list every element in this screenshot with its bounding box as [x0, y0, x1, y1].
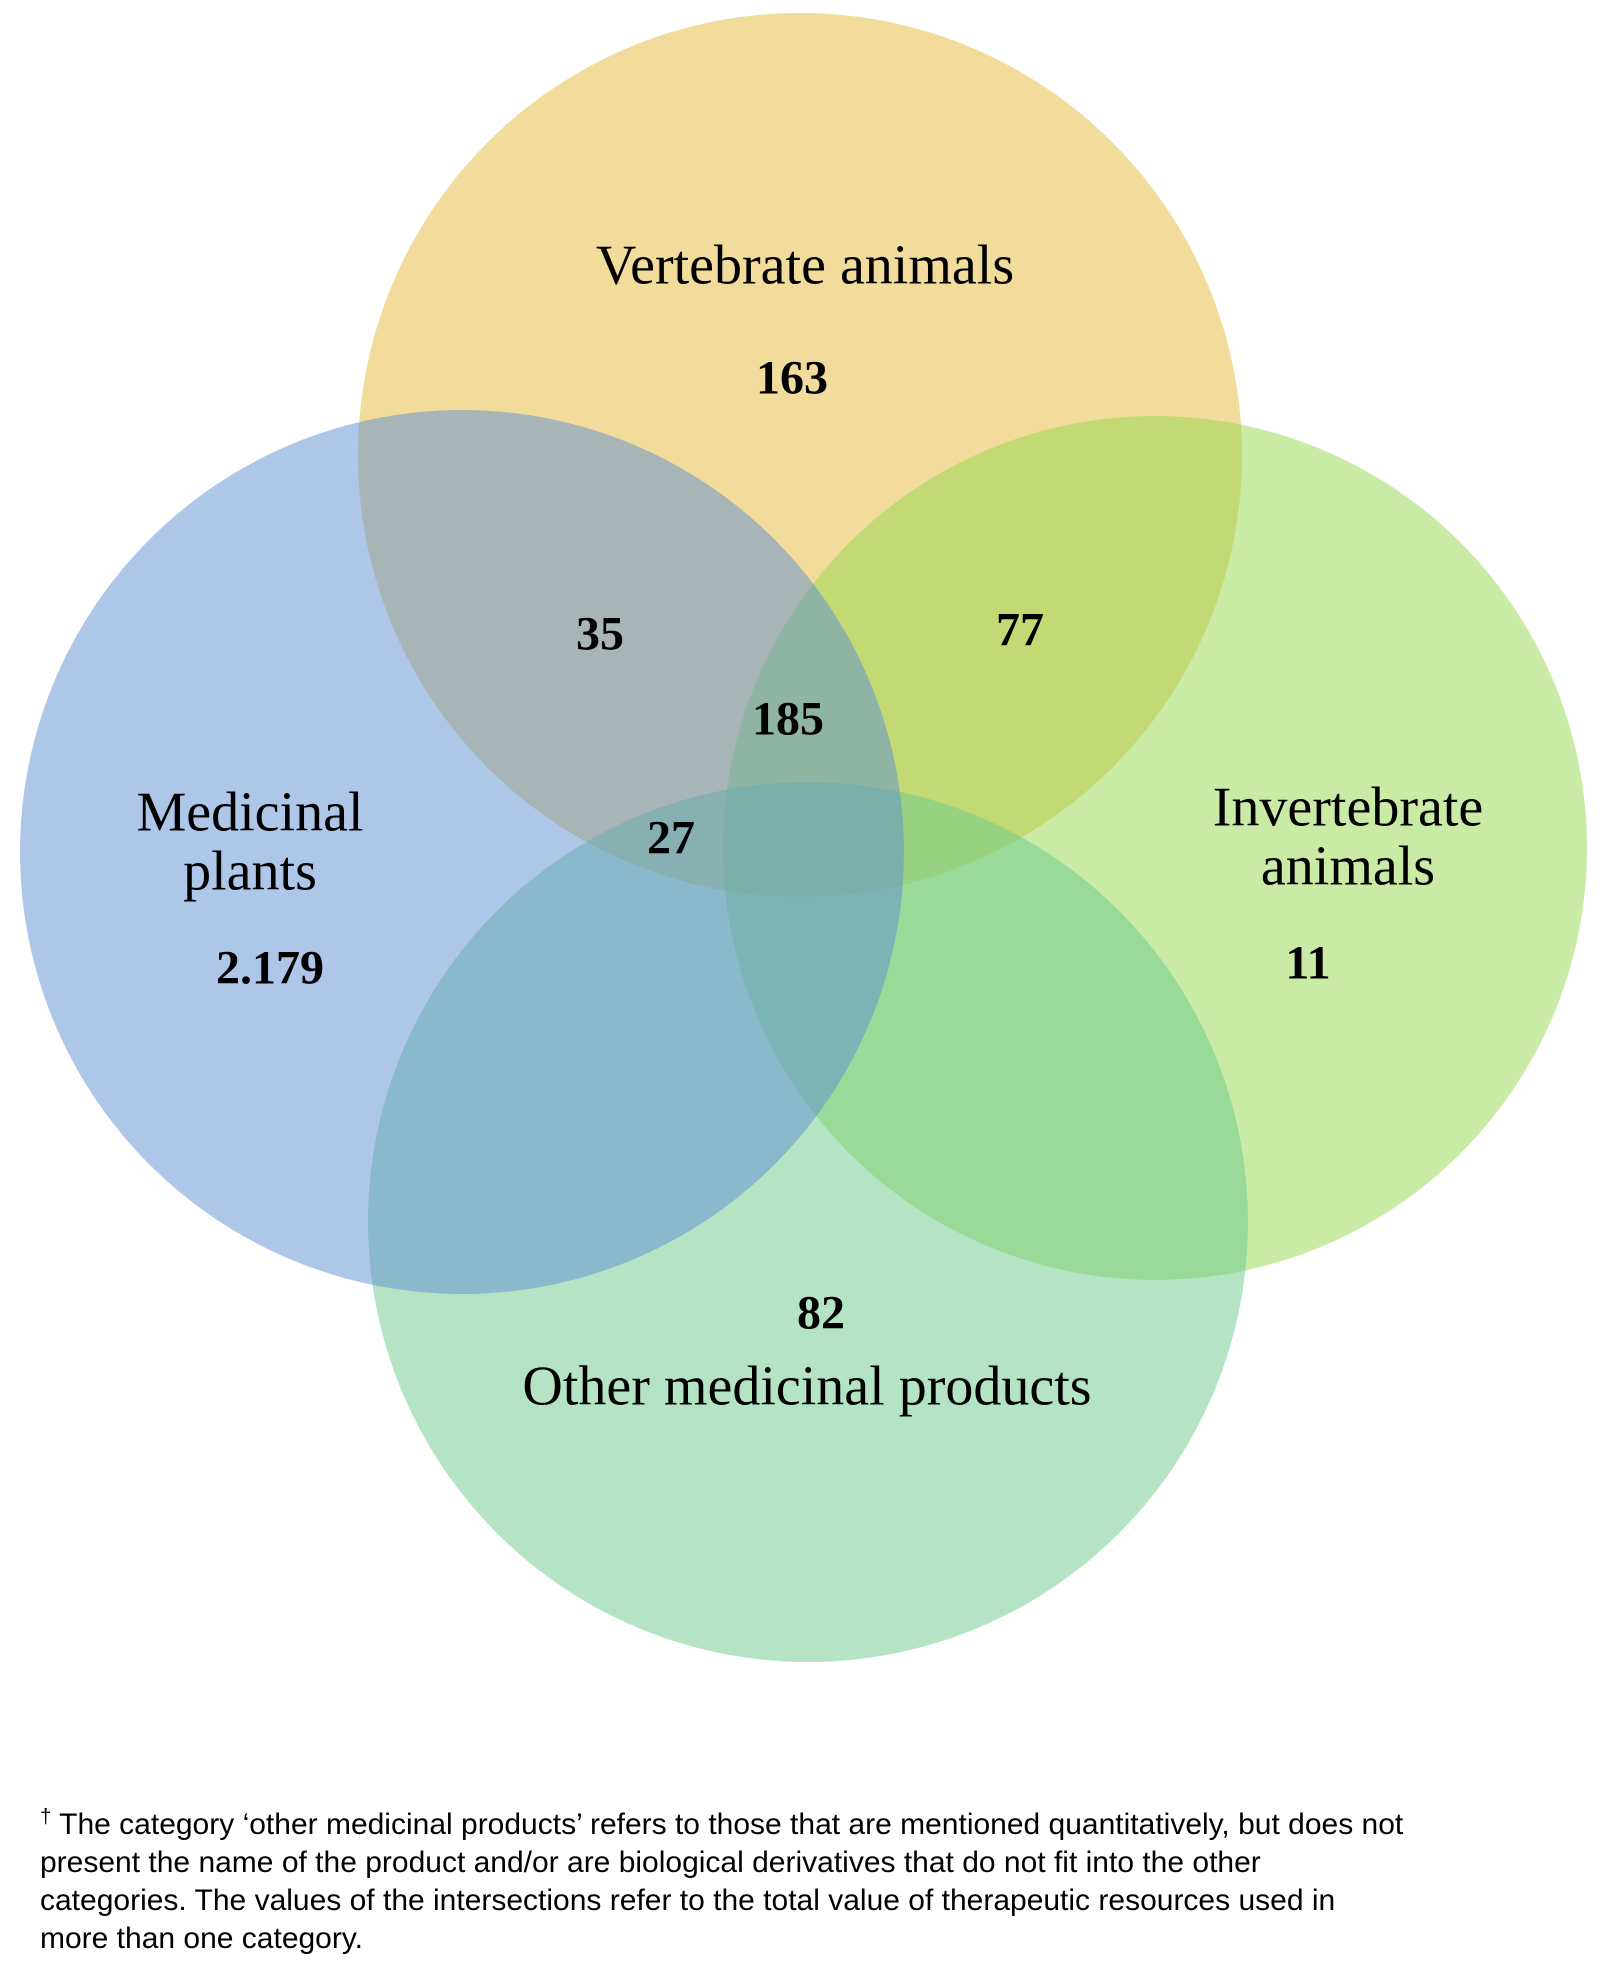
- footnote-line: present the name of the product and/or a…: [40, 1846, 1261, 1879]
- dagger-symbol: †: [40, 1806, 52, 1828]
- other-products-count: 82: [797, 1286, 845, 1340]
- footnote-line: † The category ‘other medicinal products…: [40, 1806, 1570, 1844]
- plants-vertebrate-intersection-count: 35: [576, 607, 624, 661]
- plants-label: Medicinal plants: [136, 781, 364, 903]
- other-products-label: Other medicinal products: [522, 1355, 1092, 1418]
- vertebrate-count: 163: [756, 351, 828, 405]
- footnote-text: The category ‘other medicinal products’ …: [59, 1808, 1404, 1841]
- invertebrate-count: 11: [1285, 936, 1331, 990]
- vertebrate-invertebrate-intersection-count: 77: [996, 603, 1044, 657]
- plants-circle: [20, 410, 904, 1294]
- vertebrate-label: Vertebrate animals: [595, 234, 1015, 297]
- footnote-line: categories. The values of the intersecti…: [40, 1884, 1336, 1917]
- invertebrate-label: Invertebrate animals: [1212, 776, 1484, 898]
- plants-count: 2.179: [216, 941, 324, 995]
- plants-vertebrate-invertebrate-intersection-count: 185: [752, 692, 824, 746]
- footnote: † The category ‘other medicinal products…: [40, 1806, 1570, 1958]
- footnote-line: more than one category.: [40, 1922, 363, 1955]
- plants-vertebrate-other-intersection-count: 27: [647, 811, 695, 865]
